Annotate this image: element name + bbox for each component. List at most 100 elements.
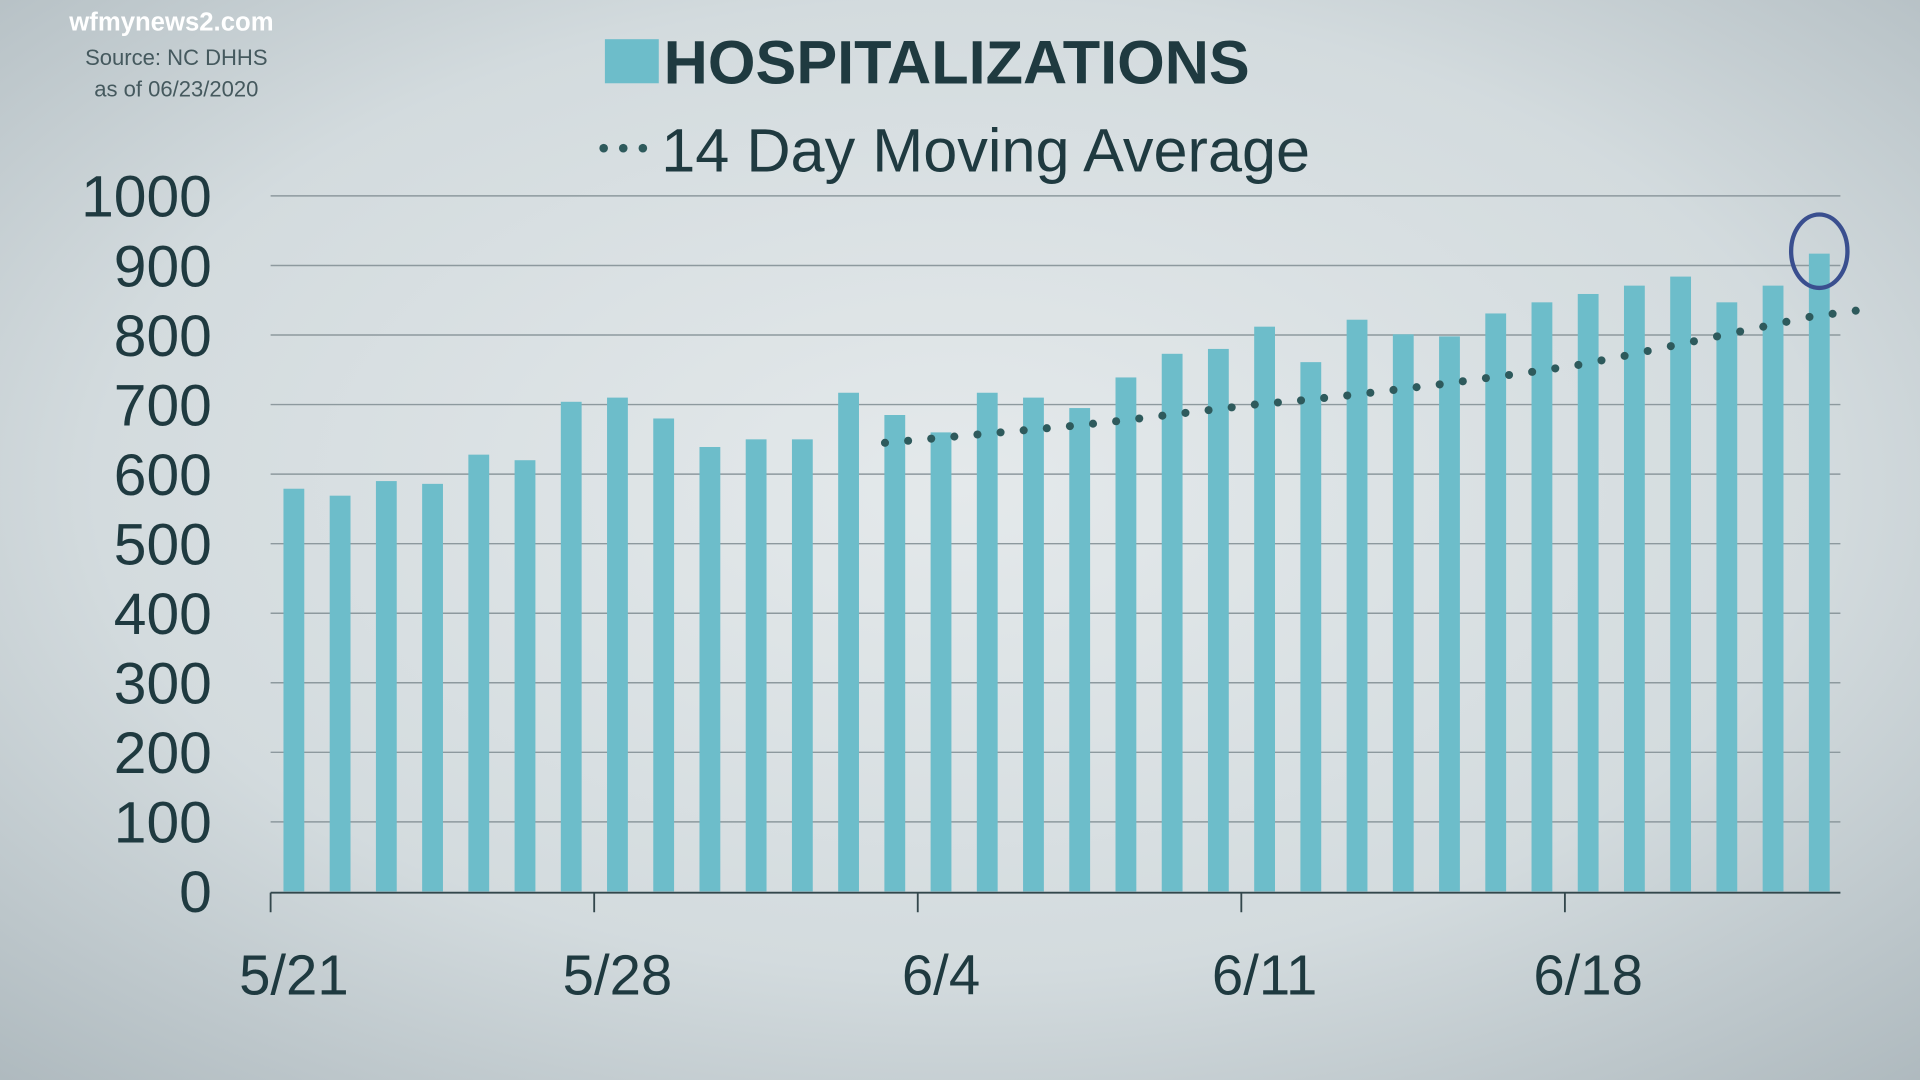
bar-6-11 (1254, 326, 1275, 892)
bar-6-20 (1670, 276, 1692, 892)
as-of-date: as of 06/23/2020 (94, 77, 258, 102)
moving-average-dot (1135, 414, 1144, 423)
bar-5-27 (560, 401, 582, 892)
moving-average-dot (1435, 380, 1444, 389)
moving-average-dot (1620, 351, 1629, 360)
bar-6-23 (1808, 253, 1830, 892)
moving-average-dot (1851, 306, 1860, 315)
y-tick-label: 700 (114, 373, 212, 438)
moving-average-dot (1320, 393, 1329, 403)
moving-average-dot (1713, 332, 1722, 341)
moving-average-dot (1574, 360, 1583, 369)
moving-average-dot (1504, 370, 1514, 380)
y-tick-label: 400 (114, 582, 212, 647)
legend-moving-average: 14 Day Moving Average (661, 116, 1310, 184)
bar-6-7 (1069, 408, 1091, 892)
moving-average-dot (1828, 309, 1837, 318)
bar-6-1 (791, 439, 813, 892)
moving-average-dot (1666, 342, 1675, 351)
moving-average-dot (1042, 424, 1051, 433)
bar-6-17 (1531, 302, 1553, 892)
moving-average-dot (904, 436, 913, 445)
legend-dotted-swatch (599, 143, 648, 153)
bar-6-19 (1623, 285, 1645, 892)
y-tick-label: 800 (114, 304, 212, 369)
x-tick-label: 6/11 (1212, 943, 1317, 1006)
moving-average-dot (1273, 398, 1282, 407)
moving-average-dot (996, 428, 1005, 437)
y-tick-label: 500 (114, 512, 212, 577)
moving-average-dot (1597, 356, 1606, 365)
bar-6-6 (1023, 397, 1044, 892)
moving-average-dot (1551, 364, 1560, 373)
moving-average-dot (1158, 411, 1167, 420)
moving-average-dot (1343, 391, 1352, 400)
moving-average-dot (1643, 346, 1652, 356)
bar-5-24 (422, 483, 443, 892)
highlight-circle (1788, 212, 1850, 291)
x-tick-label: 6/18 (1533, 943, 1643, 1006)
bar-6-18 (1577, 293, 1599, 892)
moving-average-dot (1689, 337, 1698, 346)
moving-average-dot (1481, 374, 1490, 383)
y-tick-label: 600 (114, 443, 212, 508)
bar-5-23 (375, 481, 397, 892)
legend-bar-swatch (604, 39, 659, 84)
source-label: Source: NC DHHS (85, 45, 267, 70)
moving-average-dot (1088, 419, 1098, 428)
moving-average-dot (1389, 385, 1398, 395)
moving-average-dot (1112, 417, 1121, 426)
moving-average-dot (1019, 426, 1028, 435)
bar-6-4 (930, 432, 952, 892)
y-tick-label: 100 (114, 791, 212, 856)
moving-average-dot (1528, 367, 1537, 376)
bar-5-25 (468, 454, 490, 892)
moving-average-dot (1759, 322, 1768, 331)
bar-5-22 (329, 495, 351, 892)
bar-6-8 (1115, 377, 1137, 892)
bar-6-14 (1392, 334, 1414, 892)
moving-average-dot (1458, 377, 1467, 386)
bar-5-28 (607, 397, 628, 892)
bar-6-13 (1346, 319, 1368, 892)
x-tick-label: 5/28 (563, 943, 673, 1006)
bar-6-10 (1207, 348, 1229, 892)
y-tick-label: 1000 (81, 165, 212, 230)
moving-average-dot (1204, 406, 1213, 415)
moving-average-dot (1412, 383, 1421, 392)
bar-6-9 (1161, 353, 1183, 892)
bar-6-21 (1716, 302, 1738, 892)
moving-average-dot (1227, 403, 1236, 412)
bar-6-5 (976, 392, 998, 892)
bar-5-29 (653, 418, 675, 892)
bar-6-22 (1762, 285, 1784, 892)
bar-5-26 (514, 460, 536, 892)
bar-5-30 (699, 446, 721, 892)
x-tick-label: 6/4 (902, 943, 980, 1006)
moving-average-dot (880, 438, 890, 447)
moving-average-dot (1296, 396, 1306, 405)
y-tick-label: 200 (114, 721, 212, 786)
bar-6-16 (1485, 313, 1507, 892)
x-tick-label: 5/21 (239, 943, 349, 1006)
moving-average-dot (950, 432, 959, 441)
moving-average-dot (927, 434, 936, 443)
bar-6-12 (1300, 362, 1322, 892)
moving-average-dot (1250, 400, 1259, 409)
moving-average-dot (1782, 317, 1791, 326)
bar-6-2 (838, 392, 859, 892)
moving-average-dot (1805, 312, 1814, 321)
bar-5-31 (745, 439, 767, 892)
y-tick-label: 0 (179, 860, 212, 925)
watermark: wfmynews2.com (68, 9, 273, 37)
y-tick-label: 900 (114, 234, 212, 299)
legend-hospitalizations: HOSPITALIZATIONS (664, 28, 1250, 96)
bar-6-15 (1439, 336, 1460, 892)
moving-average-dot (1065, 422, 1074, 431)
y-tick-label: 300 (114, 652, 212, 717)
moving-average-dot (973, 430, 982, 439)
moving-average-dot (1181, 408, 1190, 417)
moving-average-dot (1736, 327, 1745, 336)
